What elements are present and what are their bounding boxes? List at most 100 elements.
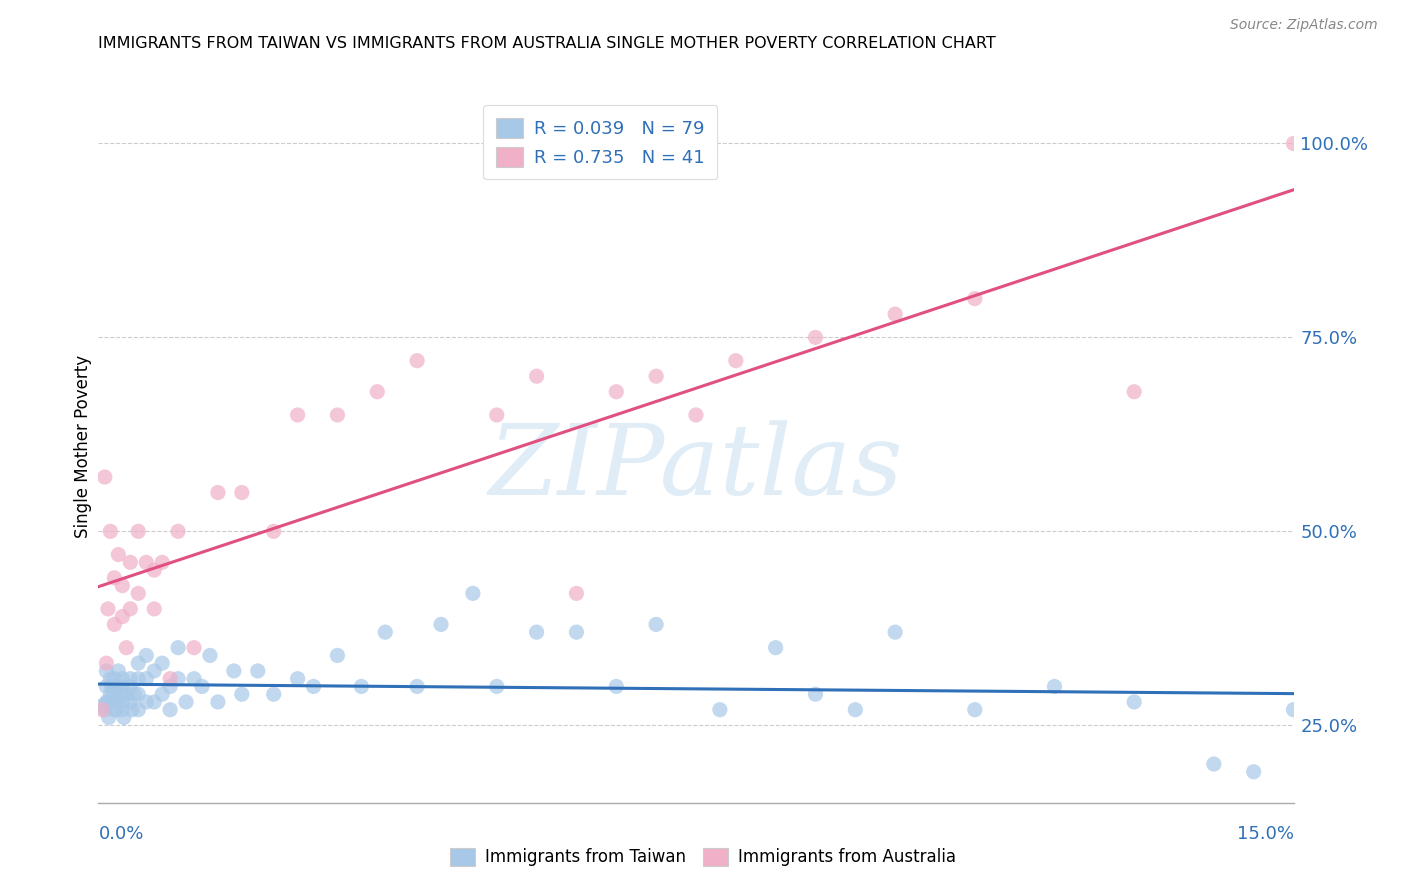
Point [191,680,214,694]
Point [105,695,128,709]
Point [263,687,285,701]
Point [326,408,349,422]
Point [645,617,668,632]
Point [100,524,122,539]
Point [107,548,129,562]
Point [103,703,125,717]
Point [111,695,134,709]
Point [645,369,668,384]
Text: IMMIGRANTS FROM TAIWAN VS IMMIGRANTS FROM AUSTRALIA SINGLE MOTHER POVERTY CORREL: IMMIGRANTS FROM TAIWAN VS IMMIGRANTS FRO… [98,36,997,51]
Point [150,555,173,569]
Text: Source: ZipAtlas.com: Source: ZipAtlas.com [1230,18,1378,32]
Point [120,672,142,686]
Point [374,625,396,640]
Point [485,680,508,694]
Point [111,672,134,686]
Point [526,369,548,384]
Point [159,680,181,694]
Point [326,648,349,663]
Point [485,408,508,422]
Point [120,602,142,616]
Point [103,695,125,709]
Point [96,664,118,678]
Point [302,680,325,694]
Point [100,672,122,686]
Point [97,710,120,724]
Point [94,470,117,484]
Point [167,640,190,655]
Point [115,687,138,701]
Point [103,571,125,585]
Point [174,695,197,709]
Point [1123,695,1146,709]
Point [605,680,627,694]
Point [1202,757,1225,772]
Point [111,680,134,694]
Point [97,695,120,709]
Point [366,384,388,399]
Point [115,640,138,655]
Point [111,579,134,593]
Point [804,687,827,701]
Point [1123,384,1146,399]
Point [246,664,269,678]
Point [287,672,309,686]
Point [127,656,149,670]
Point [107,664,129,678]
Point [135,672,157,686]
Point [804,330,827,344]
Point [103,687,125,701]
Point [127,672,149,686]
Point [127,524,149,539]
Point [103,617,125,632]
Point [135,555,157,569]
Point [91,698,114,713]
Point [167,672,190,686]
Point [135,648,157,663]
Point [135,695,157,709]
Text: ZIPatlas: ZIPatlas [489,420,903,515]
Point [461,586,484,600]
Point [183,640,205,655]
Point [1243,764,1265,779]
Point [963,703,986,717]
Point [198,648,221,663]
Point [231,687,253,701]
Point [844,703,866,717]
Point [1043,680,1066,694]
Point [287,408,309,422]
Point [884,625,907,640]
Point [91,703,114,717]
Point [96,680,118,694]
Point [120,680,142,694]
Point [100,687,122,701]
Point [709,703,731,717]
Point [104,703,127,717]
Point [111,609,134,624]
Legend: Immigrants from Taiwan, Immigrants from Australia: Immigrants from Taiwan, Immigrants from … [441,839,965,875]
Point [526,625,548,640]
Point [1282,703,1305,717]
Point [143,695,166,709]
Point [120,695,142,709]
Point [884,307,907,321]
Text: 15.0%: 15.0% [1236,825,1294,843]
Point [120,555,142,569]
Point [150,687,173,701]
Point [406,353,429,368]
Point [101,680,124,694]
Point [350,680,373,694]
Text: Single Mother Poverty: Single Mother Poverty [75,354,93,538]
Point [207,485,229,500]
Point [724,353,747,368]
Point [127,703,149,717]
Point [150,656,173,670]
Point [430,617,453,632]
Point [159,703,181,717]
Point [222,664,245,678]
Point [96,695,118,709]
Point [765,640,787,655]
Point [263,524,285,539]
Text: 0.0%: 0.0% [98,825,143,843]
Point [406,680,429,694]
